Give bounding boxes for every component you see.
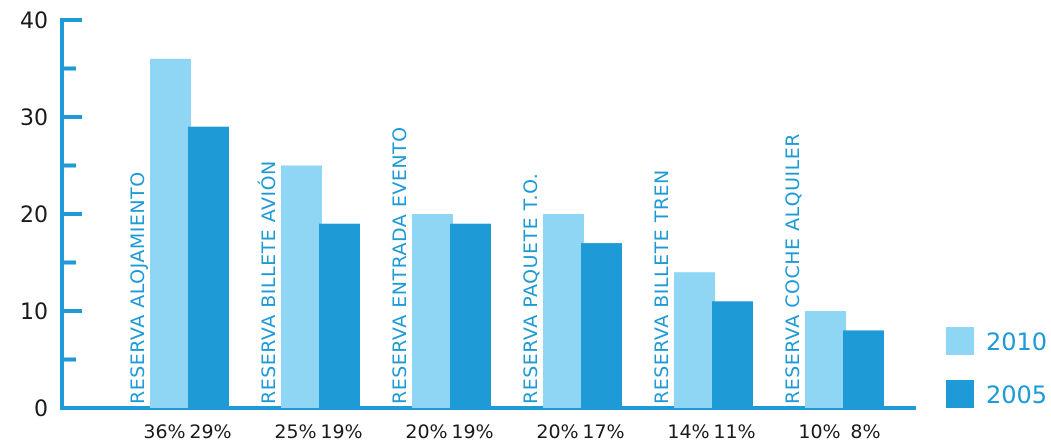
data-label-2005-4: 11% bbox=[713, 421, 755, 443]
category-label-1: RESERVA BILLETE AVIÓN bbox=[256, 160, 280, 404]
category-label-3: RESERVA PAQUETE T.O. bbox=[520, 173, 542, 404]
data-label-2005-2: 19% bbox=[451, 421, 493, 443]
bar-2010-2 bbox=[412, 214, 453, 408]
data-label-2010-4: 14% bbox=[667, 421, 709, 443]
legend-swatch-2010 bbox=[946, 327, 974, 355]
data-label-2005-5: 8% bbox=[850, 421, 880, 443]
category-label-0: RESERVA ALOJAMIENTO bbox=[127, 171, 149, 404]
y-tick-label-0: 0 bbox=[34, 397, 48, 422]
bar-2005-2 bbox=[450, 223, 491, 408]
y-tick-label-30: 30 bbox=[20, 106, 48, 131]
data-label-2010-3: 20% bbox=[536, 421, 578, 443]
data-labels: 36% 29% 25% 19% 20% 19% 20% 17% 14% 11% 10% 8% bbox=[143, 421, 880, 443]
data-label-2005-3: 17% bbox=[582, 421, 624, 443]
data-label-2010-5: 10% bbox=[798, 421, 840, 443]
bar-2005-4 bbox=[712, 301, 753, 408]
y-tick-label-40: 40 bbox=[20, 9, 48, 34]
bar-2005-5 bbox=[843, 330, 884, 408]
bar-2010-0 bbox=[150, 58, 191, 409]
bar-2010-1 bbox=[281, 165, 322, 408]
bar-2005-3 bbox=[581, 243, 622, 408]
legend-label-2005: 2005 bbox=[986, 381, 1047, 409]
category-label-5: RESERVA COCHE ALQUILER bbox=[782, 133, 804, 404]
bar-2010-5 bbox=[805, 311, 846, 408]
data-label-2010-2: 20% bbox=[405, 421, 447, 443]
bar-2005-1 bbox=[319, 223, 360, 408]
legend-label-2010: 2010 bbox=[986, 328, 1047, 356]
data-label-2010-1: 25% bbox=[274, 421, 316, 443]
y-tick-label-20: 20 bbox=[20, 203, 48, 228]
data-label-2010-0: 36% bbox=[143, 421, 185, 443]
bar-2005-0 bbox=[188, 126, 229, 408]
category-label-2: RESERVA ENTRADA EVENTO bbox=[389, 126, 411, 404]
data-label-2005-1: 19% bbox=[320, 421, 362, 443]
y-tick-label-10: 10 bbox=[20, 300, 48, 325]
data-label-2005-0: 29% bbox=[189, 421, 231, 443]
category-labels: RESERVA ALOJAMIENTO RESERVA BILLETE AVIÓN… bbox=[127, 126, 804, 404]
legend-swatch-2005 bbox=[946, 380, 974, 408]
legend: 2010 2005 bbox=[946, 327, 1047, 409]
category-label-4: RESERVA BILLETE TREN bbox=[651, 169, 673, 404]
bars bbox=[150, 58, 884, 409]
bar-2010-3 bbox=[543, 214, 584, 408]
bar-2010-4 bbox=[674, 272, 715, 408]
